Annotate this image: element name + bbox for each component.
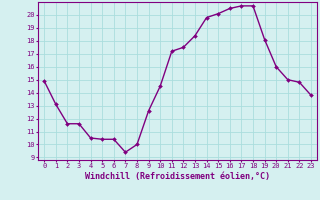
X-axis label: Windchill (Refroidissement éolien,°C): Windchill (Refroidissement éolien,°C) bbox=[85, 172, 270, 181]
